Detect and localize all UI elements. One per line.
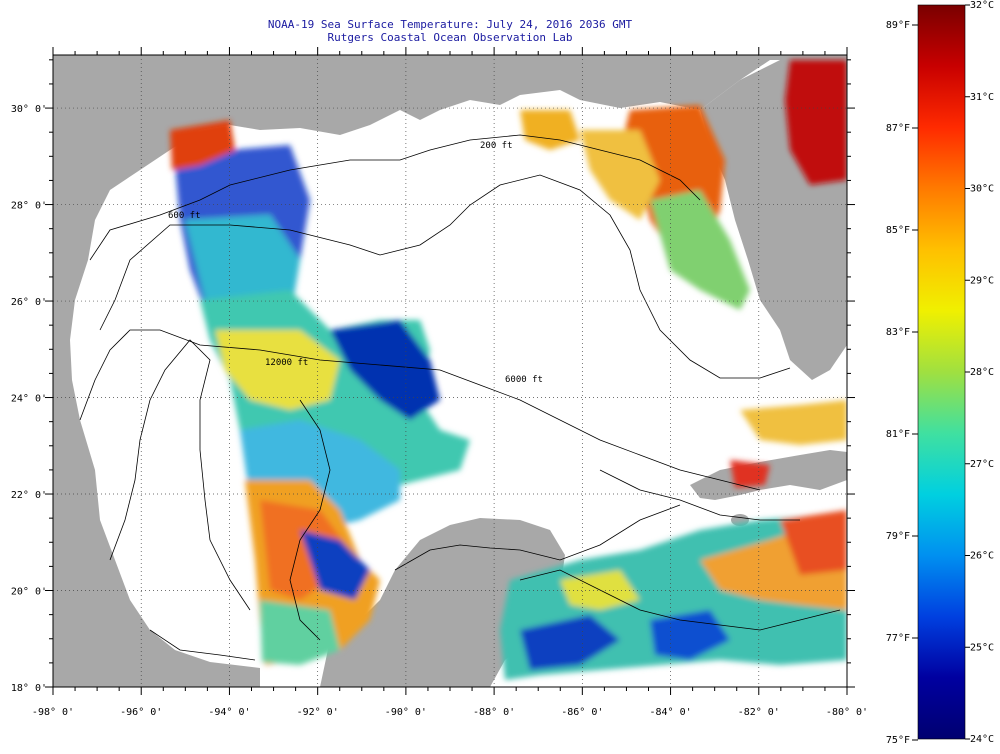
y-tick-label: 18° 0' [11, 683, 47, 694]
colorbar-c-label: 25°C [970, 642, 994, 653]
map-area [53, 55, 847, 687]
colorbar-c-label: 32°C [970, 0, 994, 11]
colorbar-c-label: 31°C [970, 92, 994, 103]
y-tick-label: 26° 0' [11, 297, 47, 308]
map-title: NOAA-19 Sea Surface Temperature: July 24… [267, 18, 633, 31]
colorbar-c-label: 28°C [970, 367, 994, 378]
y-tick-label: 22° 0' [11, 490, 47, 501]
colorbar-labels: 89°F 87°F 85°F 83°F 81°F 79°F 77°F 75°F 32°C 31°C… [886, 0, 994, 746]
colorbar-c-label: 24°C [970, 734, 994, 745]
colorbar-c-label: 29°C [970, 275, 994, 286]
x-tick-label: -80° 0' [826, 707, 868, 718]
contour-label-600: 600 ft [168, 211, 201, 221]
land-mexico-us [53, 55, 847, 687]
x-tick-label: -98° 0' [32, 707, 74, 718]
x-axis-ticks: -98° 0' -96° 0' -94° 0' -92° 0' -90° 0' -88° … [32, 707, 868, 718]
colorbar-f-label: 83°F [886, 327, 910, 338]
graticule [53, 55, 847, 687]
x-tick-label: -96° 0' [120, 707, 162, 718]
colorbar-f-label: 89°F [886, 20, 910, 31]
x-tick-label: -94° 0' [208, 707, 250, 718]
land-cuba [690, 450, 847, 500]
contour-label-200: 200 ft [480, 141, 513, 151]
sst-swath [170, 60, 847, 680]
colorbar-c-label: 27°C [970, 459, 994, 470]
y-tick-label: 24° 0' [11, 394, 47, 405]
colorbar-f-label: 87°F [886, 123, 910, 134]
colorbar-f-label: 79°F [886, 531, 910, 542]
y-tick-label: 20° 0' [11, 587, 47, 598]
colorbar-f-label: 85°F [886, 225, 910, 236]
colorbar-f-label: 75°F [886, 735, 910, 746]
x-tick-label: -82° 0' [738, 707, 780, 718]
y-tick-label: 30° 0' [11, 104, 47, 115]
x-tick-label: -84° 0' [649, 707, 691, 718]
colorbar-c-label: 30°C [970, 184, 994, 195]
colorbar-f-label: 77°F [886, 633, 910, 644]
frame-ticks [45, 47, 855, 695]
x-tick-label: -88° 0' [473, 707, 515, 718]
colorbar-c-label: 26°C [970, 551, 994, 562]
y-tick-label: 28° 0' [11, 201, 47, 212]
map-subtitle: Rutgers Coastal Ocean Observation Lab [327, 31, 573, 44]
colorbar [917, 4, 966, 740]
x-tick-label: -86° 0' [561, 707, 603, 718]
bathymetry-contours [79, 134, 841, 661]
y-axis-ticks: 30° 0' 28° 0' 26° 0' 24° 0' 22° 0' 20° 0' 18° … [11, 104, 47, 694]
x-tick-label: -90° 0' [385, 707, 427, 718]
colorbar-f-label: 81°F [886, 429, 910, 440]
contour-label-12000: 12000 ft [265, 358, 308, 368]
contour-label-6000: 6000 ft [505, 375, 543, 385]
x-tick-label: -92° 0' [297, 707, 339, 718]
